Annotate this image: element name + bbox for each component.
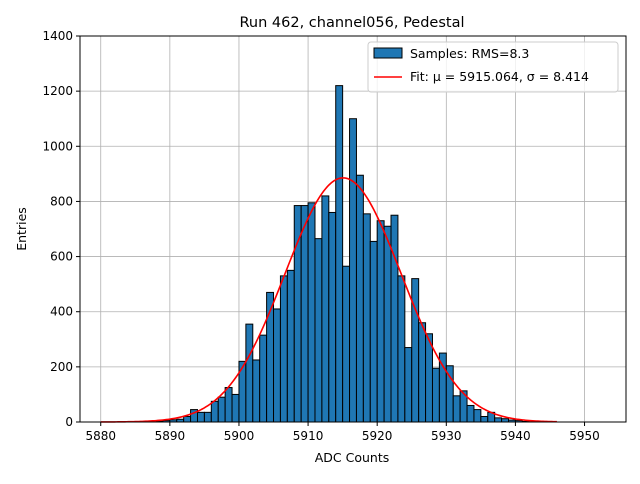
histogram-bar xyxy=(369,240,378,423)
x-axis-label: ADC Counts xyxy=(315,450,390,465)
histogram-bar xyxy=(286,269,295,423)
histogram-bar xyxy=(473,409,482,423)
histogram-bar xyxy=(210,400,219,423)
x-tick-label: 5950 xyxy=(569,429,600,443)
y-tick-label: 1000 xyxy=(42,139,73,153)
histogram-bar xyxy=(245,323,254,423)
x-tick-label: 5930 xyxy=(431,429,462,443)
histogram-bar xyxy=(342,265,351,423)
plot-frame xyxy=(79,35,627,423)
histogram-bar xyxy=(252,359,261,423)
histogram-bar xyxy=(480,415,489,423)
histogram-bar xyxy=(314,238,323,423)
histogram-bar xyxy=(300,205,309,423)
x-tick-label: 5920 xyxy=(362,429,393,443)
y-tick-label: 0 xyxy=(65,415,73,429)
histogram-bar xyxy=(425,333,433,423)
histogram-bar xyxy=(376,220,385,423)
histogram-bar xyxy=(390,214,399,423)
chart-title: Run 462, channel056, Pedestal xyxy=(239,15,464,31)
histogram-bar xyxy=(203,411,212,423)
legend-label-samples: Samples: RMS=8.3 xyxy=(410,46,529,61)
y-axis: 0 200 400 600 800 1000 1200 1400 xyxy=(42,29,80,429)
histogram-bar xyxy=(273,308,281,423)
histogram-bar xyxy=(335,85,344,423)
legend: Samples: RMS=8.3 Fit: μ = 5915.064, σ = … xyxy=(367,41,619,93)
histogram-bar xyxy=(355,174,364,423)
y-tick-label: 400 xyxy=(50,305,73,319)
histogram-bar xyxy=(321,195,330,423)
legend-patch-samples xyxy=(373,47,403,59)
x-tick-label: 5880 xyxy=(85,429,116,443)
histogram-bar xyxy=(217,396,226,423)
histogram-bar xyxy=(431,367,440,423)
y-tick-label: 200 xyxy=(50,360,73,374)
y-axis-label: Entries xyxy=(14,207,29,251)
histogram-bar xyxy=(183,415,192,423)
y-tick-label: 1200 xyxy=(42,84,73,98)
fit-curve xyxy=(100,177,557,423)
histogram-bar xyxy=(397,275,406,423)
histogram-bar xyxy=(307,202,316,423)
bars xyxy=(155,85,530,423)
histogram-bar xyxy=(411,278,420,423)
x-axis: 5880 5890 5900 5910 5920 5930 5940 5950 xyxy=(85,422,600,443)
legend-box xyxy=(367,41,619,93)
histogram-bar xyxy=(279,275,288,423)
y-tick-label: 600 xyxy=(50,250,73,264)
histogram-bar xyxy=(383,225,392,423)
histogram-bar xyxy=(404,347,413,423)
histogram-bar xyxy=(418,322,427,423)
x-tick-label: 5890 xyxy=(155,429,186,443)
histogram-bar xyxy=(349,118,357,423)
y-tick-label: 1400 xyxy=(42,29,73,43)
histogram-bar xyxy=(196,411,205,423)
legend-label-fit: Fit: μ = 5915.064, σ = 8.414 xyxy=(410,69,589,84)
x-tick-label: 5940 xyxy=(500,429,531,443)
histogram-bar xyxy=(362,213,371,423)
histogram-bar xyxy=(466,404,475,423)
y-tick-label: 800 xyxy=(50,194,73,208)
histogram-bar xyxy=(328,211,337,423)
histogram-bar xyxy=(231,393,240,423)
histogram-bar xyxy=(224,387,233,423)
histogram-bar xyxy=(452,395,461,423)
x-tick-label: 5910 xyxy=(293,429,324,443)
histogram-bar xyxy=(259,334,268,423)
histogram-bar xyxy=(494,417,503,423)
x-tick-label: 5900 xyxy=(224,429,255,443)
